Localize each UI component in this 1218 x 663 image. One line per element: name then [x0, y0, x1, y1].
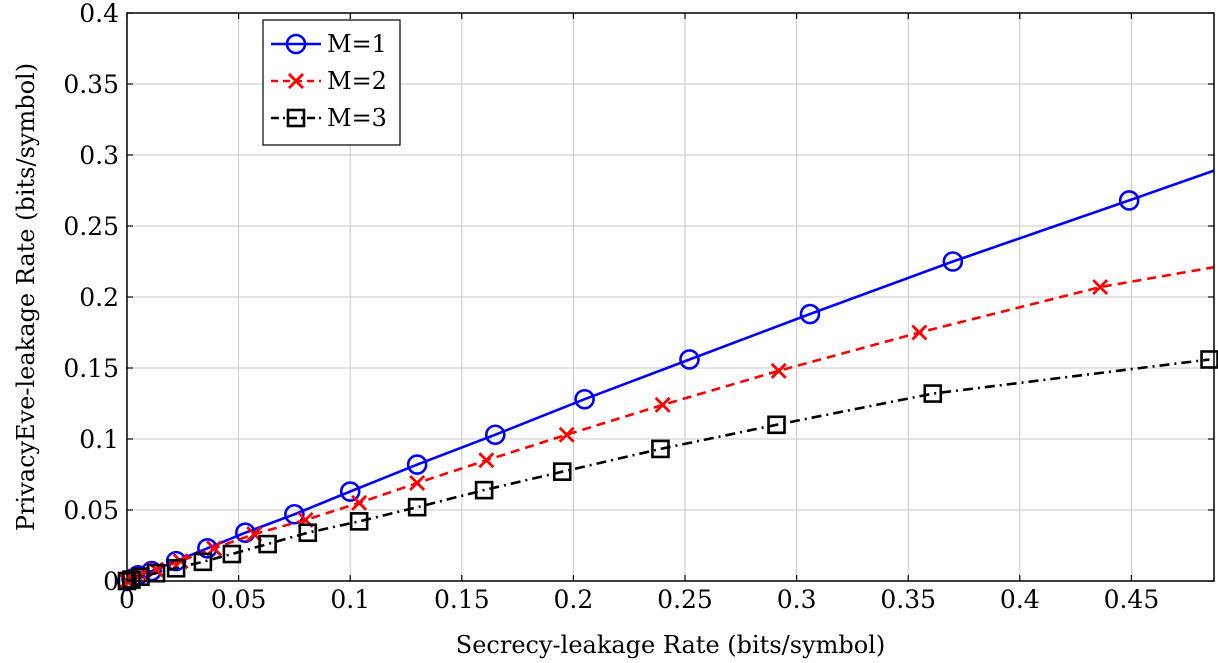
data-point-m-3 [407, 497, 427, 517]
x-tick-label: 0.05 [211, 585, 267, 614]
data-point-m-2 [1092, 279, 1109, 296]
data-point-m-3 [767, 415, 786, 435]
series-m-1 [116, 169, 1215, 592]
x-marker-stroke [558, 426, 575, 443]
legend-box [262, 19, 401, 146]
legend-label: M=2 [327, 67, 387, 95]
x-tick-label: 0.35 [880, 585, 936, 614]
data-point-m-3 [298, 523, 318, 543]
series-line-m-2 [126, 265, 1215, 583]
x-marker-stroke [409, 475, 426, 492]
y-tick-label: 0.35 [63, 70, 119, 99]
data-point-m-2 [351, 494, 368, 511]
y-tick-label: 0.1 [79, 425, 119, 454]
data-point-m-1 [1118, 190, 1140, 211]
x-marker-stroke [288, 73, 304, 89]
data-point-m-3 [923, 384, 943, 403]
x-tick-label: 0 [119, 585, 135, 614]
x-axis-title: Secrecy-leakage Rate (bits/symbol) [456, 631, 885, 659]
data-point-m-1 [679, 349, 700, 370]
data-point-m-3 [349, 512, 369, 531]
y-axis-title: PrivacyEve-leakage Rate (bits/symbol) [12, 63, 40, 531]
data-point-m-3 [258, 534, 277, 554]
x-tick-label: 0.4 [1000, 585, 1040, 614]
series-line-m-3 [126, 358, 1210, 583]
legend-label: M=3 [327, 104, 387, 132]
data-point-m-2 [558, 426, 575, 443]
data-point-m-3 [193, 552, 213, 572]
data-point-m-2 [770, 362, 787, 379]
tick-labels: 0 0.05 0.1 0.15 0.2 0.25 0.3 0.35 0.4 0.45 0 0.05 0.… [63, 0, 1214, 614]
series-lines [116, 169, 1218, 592]
data-point-m-2 [409, 475, 426, 492]
data-point-m-1 [339, 481, 361, 502]
series-line-m-1 [126, 169, 1215, 583]
series-m-3 [117, 350, 1218, 591]
x-marker-stroke [1092, 279, 1109, 296]
data-point-m-2 [654, 396, 671, 413]
data-point-m-3 [166, 558, 186, 578]
data-point-m-1 [284, 503, 305, 525]
y-tick-label: 0.05 [63, 496, 119, 525]
data-point-m-1 [484, 424, 506, 446]
y-tick-label: 0.4 [79, 0, 119, 28]
legend-marker [286, 108, 306, 128]
data-point-m-3 [474, 480, 494, 500]
x-tick-label: 0.45 [1104, 585, 1160, 614]
x-tick-label: 0.2 [554, 585, 594, 614]
data-point-m-1 [799, 303, 821, 325]
x-tick-label: 0.15 [434, 585, 490, 614]
data-point-m-2 [478, 452, 495, 469]
x-tick-label: 0.25 [657, 585, 713, 614]
x-marker-stroke [911, 324, 928, 341]
y-tick-label: 0.2 [79, 283, 119, 312]
y-tick-label: 0.15 [63, 354, 119, 383]
x-marker-stroke [770, 362, 787, 379]
x-marker-stroke [246, 526, 263, 543]
x-marker-stroke [478, 452, 495, 469]
x-marker-stroke [351, 494, 368, 511]
data-point-m-3 [552, 462, 572, 481]
y-tick-label: 0.25 [63, 212, 119, 241]
x-marker-stroke [654, 396, 671, 413]
data-point-m-3 [222, 544, 242, 564]
x-tick-label: 0.1 [330, 585, 370, 614]
legend-marker [285, 33, 307, 55]
legend: M=1 M=2 M=3 [262, 19, 401, 146]
y-tick-label: 0 [103, 567, 119, 596]
data-point-m-1 [574, 388, 595, 410]
x-tick-label: 0.3 [777, 585, 817, 614]
data-point-m-2 [911, 324, 928, 341]
data-point-m-3 [651, 439, 670, 459]
data-point-m-1 [942, 251, 964, 272]
data-point-m-1 [406, 454, 428, 475]
y-tick-label: 0.3 [79, 141, 119, 170]
legend-label: M=1 [327, 30, 387, 58]
legend-marker [288, 73, 304, 89]
